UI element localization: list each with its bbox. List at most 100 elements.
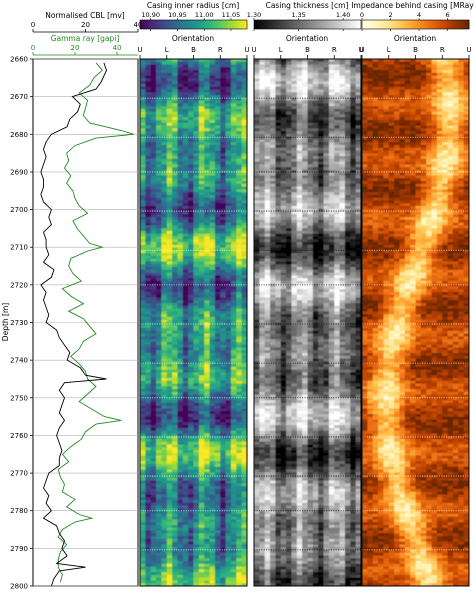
depth-tick-label: 2770 (10, 470, 28, 478)
orientation-tick-label: U (244, 46, 249, 54)
colorbar-swatch (428, 20, 432, 29)
colorbar-swatch (331, 20, 335, 29)
colorbar-swatch (156, 20, 160, 29)
colorbar-swatch (275, 20, 279, 29)
colorbar-tick-label: 6 (446, 11, 450, 19)
colorbar-swatch (302, 20, 306, 29)
colorbar-tick-label: 1.30 (247, 11, 261, 19)
colorbar-swatch (172, 20, 176, 29)
impedance-colorbar: Impedance behind casing [MRayl] 0 2 4 6 (351, 1, 474, 31)
colorbar-swatch (372, 20, 376, 29)
colorbar-swatch (294, 20, 298, 29)
colorbar-outline (253, 19, 362, 30)
colorbar-swatch (291, 20, 295, 29)
colorbar-swatch (142, 20, 146, 29)
colorbar-swatch (198, 20, 202, 29)
colorbar-swatch (339, 20, 343, 29)
colorbar-swatch (463, 20, 467, 29)
colorbar-swatch (307, 20, 311, 29)
axis-tick-label: 20 (71, 44, 80, 52)
impedance-title: Impedance behind casing [MRayl] (351, 1, 474, 10)
colorbar-outline (139, 19, 248, 30)
colorbar-swatch (362, 20, 366, 29)
colorbar-swatch (436, 20, 440, 29)
colorbar-swatch (196, 20, 200, 29)
colorbar-swatch (177, 20, 181, 29)
colorbar-swatch (452, 20, 457, 29)
colorbar-swatch (296, 20, 300, 29)
colorbar-swatch (380, 20, 384, 29)
colorbar-swatch (259, 20, 263, 29)
depth-tick-label: 2670 (10, 93, 28, 101)
orientation-tick-label: L (279, 46, 283, 54)
colorbar-swatch (388, 20, 392, 29)
colorbar-swatch (193, 20, 197, 29)
axis-tick-label: 40 (134, 21, 143, 29)
colorbar-swatch (431, 20, 435, 29)
colorbar-swatch (375, 20, 379, 29)
colorbar-swatch (286, 20, 290, 29)
panel-inner-radius: Casing inner radius [cm] 10.90 10.95 11.00… (137, 1, 250, 587)
cbl-axis-label: Normalised CBL [mv] (45, 11, 125, 20)
colorbar-swatch (145, 20, 149, 29)
colorbar-swatch (450, 20, 454, 29)
colorbar-swatch (158, 20, 162, 29)
colorbar-swatch (164, 20, 168, 29)
depth-tick-label: 2710 (10, 244, 28, 252)
orientation-tick-label: U (251, 46, 256, 54)
colorbar-swatch (394, 20, 398, 29)
colorbar-swatch (256, 20, 260, 29)
colorbar-swatch (434, 20, 438, 29)
depth-gridlines (33, 58, 138, 587)
colorbar-swatch (391, 20, 395, 29)
orientation-tick-label: R (440, 46, 445, 54)
colorbar-swatch (396, 20, 400, 29)
colorbar-swatch (344, 20, 349, 29)
colorbar-swatch (447, 20, 451, 29)
colorbar-swatch (364, 20, 368, 29)
depth-tick-label: 2730 (10, 319, 28, 327)
colorbar-swatch (342, 20, 346, 29)
colorbar-swatch (166, 20, 170, 29)
colorbar-tick-label: 11.05 (222, 11, 241, 19)
orientation-tick-label: B (413, 46, 418, 54)
depth-axis: 2660 2670 2680 2690 2700 2710 2720 2730 2740 2750… (10, 56, 33, 591)
colorbar-swatch (220, 20, 224, 29)
colorbar-swatch (350, 20, 354, 29)
gamma-ray-curve (57, 62, 134, 583)
axis-tick-label: 0 (31, 44, 35, 52)
colorbar-swatch (426, 20, 430, 29)
cbl-curve (40, 62, 107, 586)
colorbar-swatch (460, 20, 465, 29)
colorbar-swatch (386, 20, 390, 29)
colorbar-swatch (323, 20, 327, 29)
orientation-tick-label: R (218, 46, 223, 54)
inner-radius-title: Casing inner radius [cm] (147, 1, 239, 10)
colorbar-swatch (367, 20, 371, 29)
colorbar-swatch (206, 20, 210, 29)
colorbar-swatch (458, 20, 462, 29)
colorbar-swatch (222, 20, 226, 29)
colorbar-swatch (336, 20, 340, 29)
colorbar-swatch (182, 20, 186, 29)
colorbar-swatch (404, 20, 408, 29)
colorbar-swatch (188, 20, 192, 29)
colorbar-swatch (272, 20, 276, 29)
casing-thickness-colorbar: Casing thickness [cm] 1.30 1.35 1.40 (247, 1, 362, 31)
colorbar-tick-label: 10.95 (168, 11, 187, 19)
depth-tick-label: 2790 (10, 545, 28, 553)
colorbar-tick-label: 2 (388, 11, 392, 19)
colorbar-swatch (378, 20, 382, 29)
casing-thickness-title: Casing thickness [cm] (266, 1, 349, 10)
orientation-tick-label: U (466, 46, 471, 54)
colorbar-swatch (442, 20, 446, 29)
colorbar-swatch (148, 20, 152, 29)
colorbar-swatch (439, 20, 443, 29)
colorbar-tick-label: 11.00 (195, 11, 214, 19)
colorbar-swatch (236, 20, 240, 29)
colorbar-swatch (288, 20, 292, 29)
colorbar-swatch (326, 20, 330, 29)
colorbar-swatch (212, 20, 216, 29)
colorbar-swatch (312, 20, 316, 29)
casing-thickness-orientation-label: Orientation (286, 34, 329, 43)
